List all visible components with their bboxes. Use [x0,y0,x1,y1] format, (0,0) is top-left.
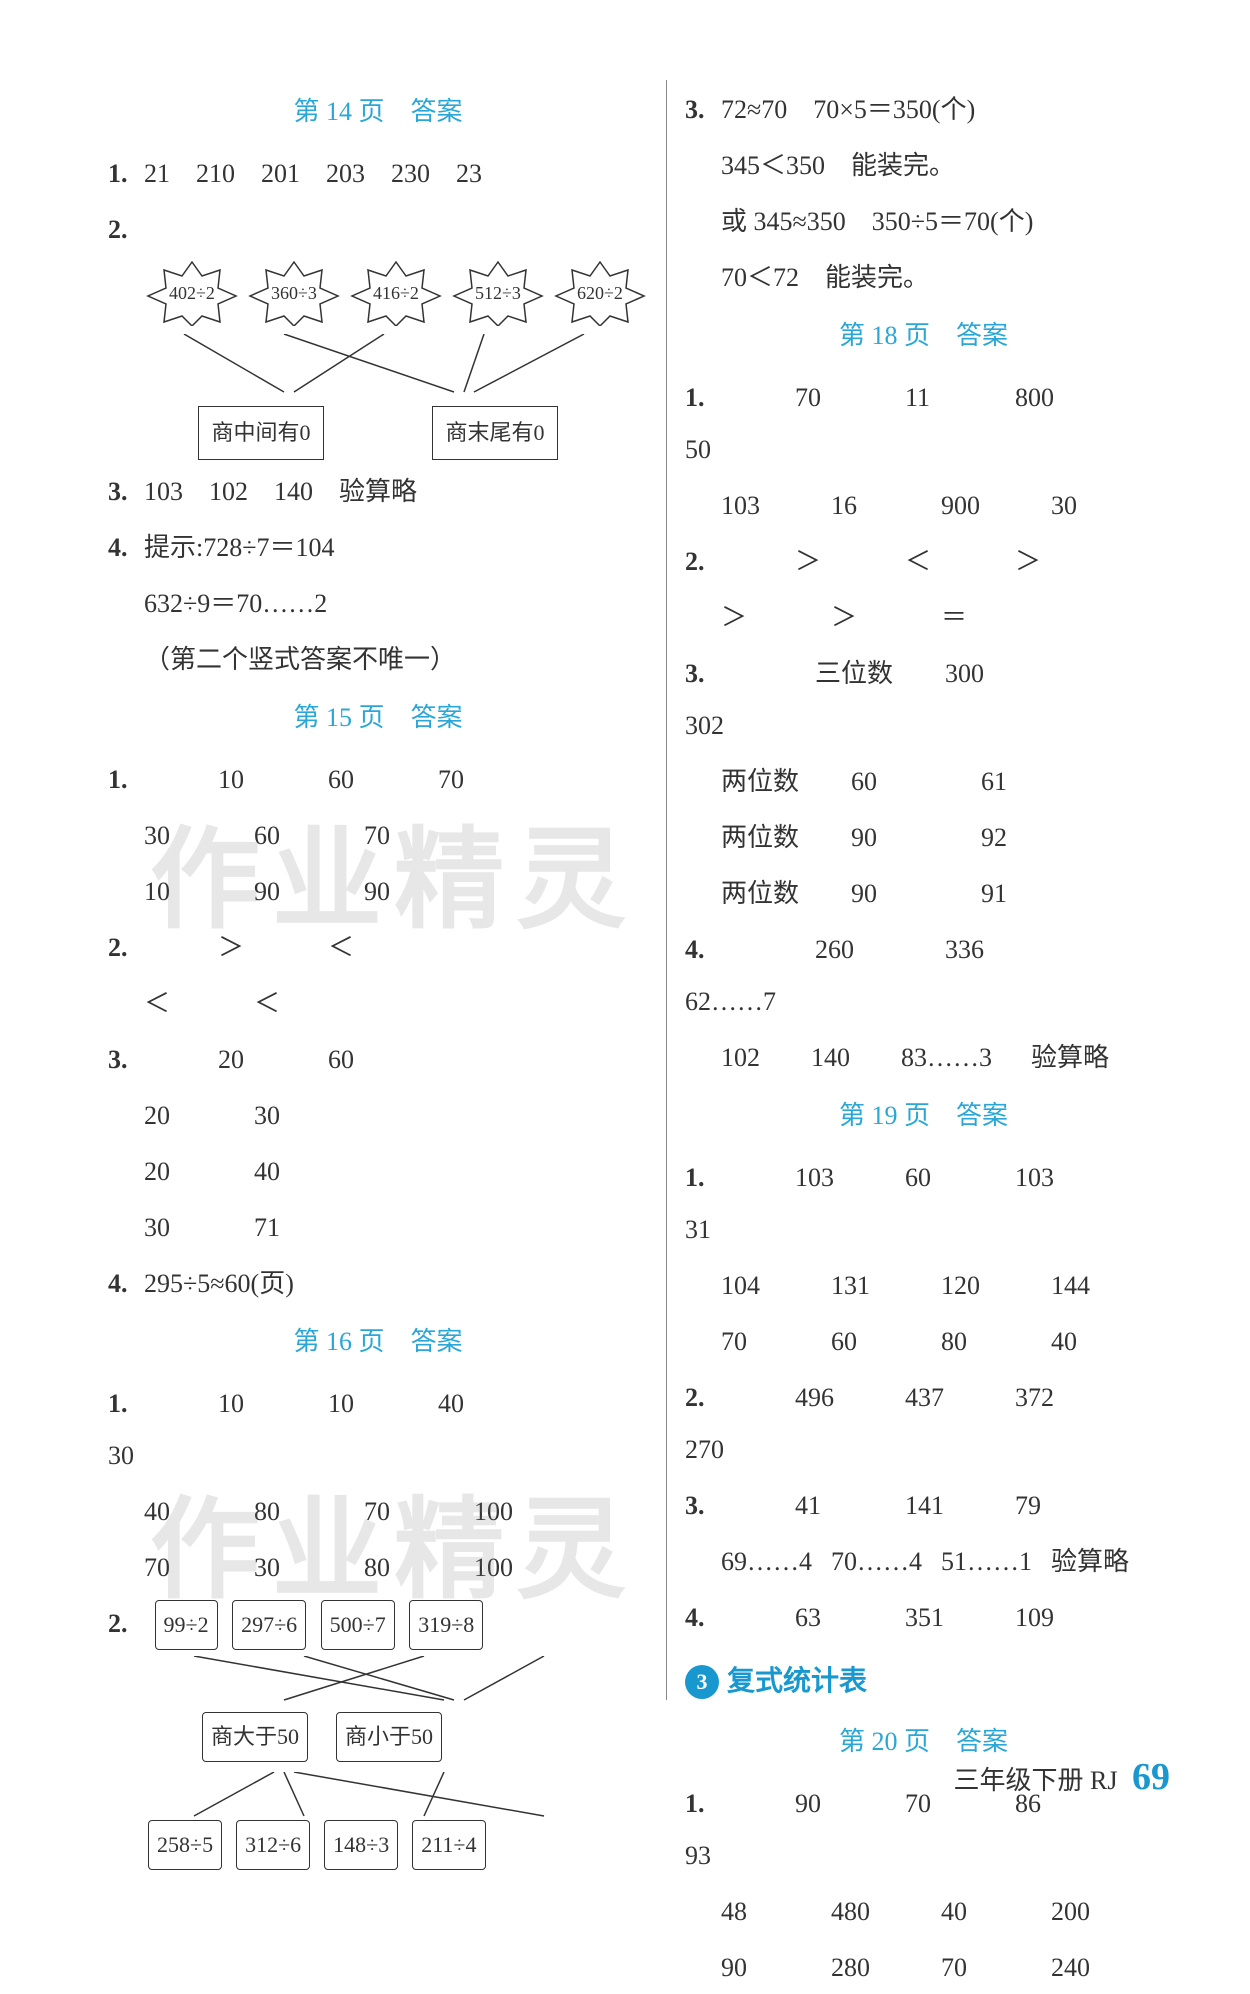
star-5: 620÷2 [552,260,648,326]
sb-mid-2: 商小于50 [336,1712,442,1762]
unit3-number-badge: 3 [685,1665,719,1699]
star-3: 416÷2 [348,260,444,326]
p14-q4a-text: 提示:728÷7＝104 [144,533,335,562]
p14-q3: 3.103 102 140 验算略 [108,466,648,518]
p15-q2-r1: 2.＞＜ [108,922,648,974]
p19-q4: 4.63351109 [685,1592,1162,1644]
p14-q1: 1.21 210 201 203 230 23 [108,148,648,200]
p15-q4: 4.295÷5≈60(页) [108,1258,648,1310]
unit3-heading: 3 复式统计表 [685,1654,1162,1710]
p15-title: 第 15 页 答案 [108,692,648,744]
unit3-title: 复式统计表 [727,1654,867,1710]
p18-q3-r3: 两位数9092 [685,812,1162,864]
star-5-label: 620÷2 [577,275,623,311]
page-root: 作业精灵 作业精灵 第 14 页 答案 1.21 210 201 203 230… [0,0,1250,1839]
p14-q3-values: 103 102 140 验算略 [144,477,417,506]
p14-q2-boxes: 商中间有0 商末尾有0 [144,406,612,460]
p16-q1-r3: 703080100 [108,1542,648,1594]
p15-q1-r1: 1.106070 [108,754,648,806]
p17-q3-l2: 345＜350 能装完。 [685,140,1162,192]
p18-q4-r2: 10214083……3验算略 [685,1032,1162,1084]
sb-top-1: 99÷2 [155,1600,218,1650]
right-column: 3.72≈70 70×5＝350(个) 345＜350 能装完。 或 345≈3… [667,80,1180,1700]
p15-q2-r2: ＜＜ [108,978,648,1030]
p18-q2-r1: 2.＞＜＞ [685,536,1162,588]
sb-top-4: 319÷8 [409,1600,483,1650]
p17-q3-l1: 3.72≈70 70×5＝350(个) [685,84,1162,136]
p15-q4-text: 295÷5≈60(页) [144,1269,294,1298]
p15-q3-r4: 3071 [108,1202,648,1254]
sb-bot-3: 148÷3 [324,1820,398,1870]
p15-q3-r2: 2030 [108,1090,648,1142]
p14-q4a: 4.提示:728÷7＝104 [108,522,648,574]
p19-q3a: 3.4114179 [685,1480,1162,1532]
box-end-zero: 商末尾有0 [432,406,557,460]
p18-q1-r1: 1.701180050 [685,372,1162,476]
left-column: 第 14 页 答案 1.21 210 201 203 230 23 2. 402… [90,80,667,1700]
p19-q3b: 69……470……451……1验算略 [685,1536,1162,1588]
p19-q1-r1: 1.1036010331 [685,1152,1162,1256]
p14-q1-values: 21 210 201 203 230 23 [144,159,482,188]
sb-bot-2: 312÷6 [236,1820,310,1870]
footer-page-number: 69 [1132,1756,1170,1798]
p15-q1-r3: 109090 [108,866,648,918]
p19-title: 第 19 页 答案 [685,1090,1162,1142]
sb-bot-4: 211÷4 [412,1820,485,1870]
p20-q1-r2: 4848040200 [685,1886,1162,1938]
sb-bot-1: 258÷5 [148,1820,222,1870]
p17-q3-l1-text: 72≈70 70×5＝350(个) [721,95,975,124]
page-footer: 三年级下册 RJ 69 [954,1755,1170,1799]
p14-q4b: 632÷9＝70……2 [108,578,648,630]
box-middle-zero: 商中间有0 [198,406,323,460]
sb-mid-1: 商大于50 [202,1712,308,1762]
p17-q3-l4: 70＜72 能装完。 [685,252,1162,304]
p17-q3-l3: 或 345≈350 350÷5＝70(个) [685,196,1162,248]
star-1-label: 402÷2 [169,275,215,311]
two-column-layout: 第 14 页 答案 1.21 210 201 203 230 23 2. 402… [90,80,1180,1700]
p18-q1-r2: 1031690030 [685,480,1162,532]
p18-q3-r2: 两位数6061 [685,756,1162,808]
p15-q3-r3: 2040 [108,1146,648,1198]
p18-q2-r2: ＞＞＝ [685,592,1162,644]
p19-q2: 2.496437372270 [685,1372,1162,1476]
star-1: 402÷2 [144,260,240,326]
p14-q2-connectors [144,334,634,394]
p16-q2-mid: 商大于50 商小于50 [198,1710,648,1764]
p16-q2-conn-top [144,1656,604,1702]
p16-q1-r1: 1.10104030 [108,1378,648,1482]
p20-q1-r3: 9028070240 [685,1942,1162,1994]
p16-q2-bot: 258÷5 312÷6 148÷3 211÷4 [144,1818,648,1872]
p14-title: 第 14 页 答案 [108,86,648,138]
star-4-label: 512÷3 [475,275,521,311]
p18-title: 第 18 页 答案 [685,310,1162,362]
p15-q3-r1: 3.2060 [108,1034,648,1086]
p19-q1-r3: 70608040 [685,1316,1162,1368]
star-3-label: 416÷2 [373,275,419,311]
star-2: 360÷3 [246,260,342,326]
p16-q2: 2. 99÷2 297÷6 500÷7 319÷8 [108,1598,648,1652]
p14-q2-stars: 402÷2 360÷3 416÷2 512÷3 620÷2 [144,260,648,326]
p14-q4c: （第二个竖式答案不唯一） [108,634,648,686]
p16-q2-conn-bot [144,1772,604,1818]
footer-grade: 三年级下册 [954,1766,1084,1795]
p14-q2: 2. [108,204,648,256]
footer-edition: RJ [1090,1766,1117,1795]
p16-title: 第 16 页 答案 [108,1316,648,1368]
star-4: 512÷3 [450,260,546,326]
p15-q1-r2: 306070 [108,810,648,862]
star-2-label: 360÷3 [271,275,317,311]
p19-q1-r2: 104131120144 [685,1260,1162,1312]
p18-q3-r4: 两位数9091 [685,868,1162,920]
sb-top-3: 500÷7 [321,1600,395,1650]
p18-q4-r1: 4.26033662……7 [685,924,1162,1028]
p18-q3-r1: 3.三位数300302 [685,648,1162,752]
p16-q1-r2: 408070100 [108,1486,648,1538]
sb-top-2: 297÷6 [232,1600,306,1650]
